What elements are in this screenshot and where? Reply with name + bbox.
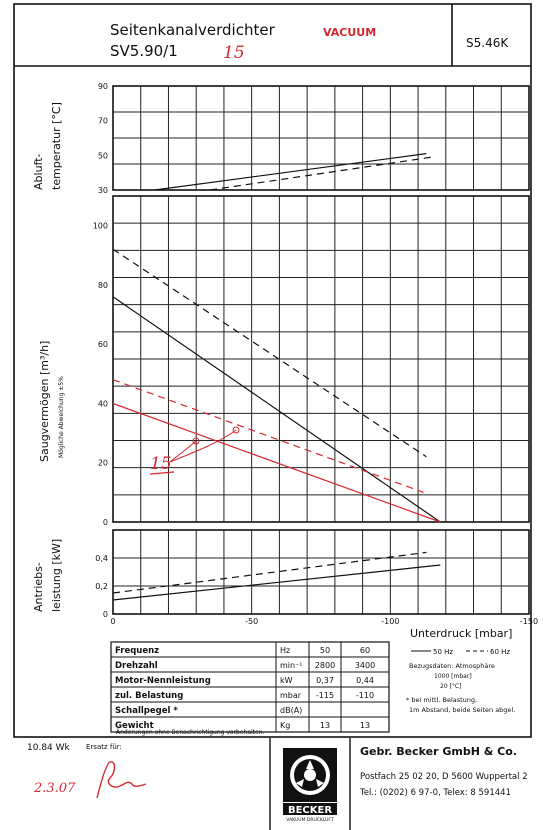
- series-line-1-1: [112, 248, 427, 458]
- ylabel-flow-sub: Mögliche Abweichung ±5%: [58, 376, 65, 458]
- ersatz-label: Ersatz für:: [86, 743, 122, 751]
- table-value-60hz: 0,44: [356, 676, 374, 685]
- doc-id: 10.84 Wk: [27, 743, 71, 753]
- company-phone: Tel.: (0202) 6 97-0, Telex: 8 591441: [359, 788, 511, 798]
- handwritten-date: 2.3.07: [33, 781, 76, 796]
- ytick-label: 0,4: [95, 554, 108, 563]
- ytick-label: 90: [98, 82, 108, 91]
- xtick-label: -50: [245, 617, 258, 626]
- table-label: Schallpegel *: [115, 706, 178, 716]
- xtick-label: 0: [110, 617, 115, 626]
- ytick-label: 30: [98, 186, 108, 195]
- table-label: Frequenz: [115, 646, 159, 656]
- red-annotation: 15: [149, 426, 240, 475]
- series-line-0-0: [154, 153, 427, 191]
- annotation-label: 15: [150, 454, 172, 474]
- xlabel: Unterdruck [mbar]: [410, 627, 512, 640]
- table-value-50hz: 13: [320, 721, 330, 730]
- legend-60hz: 60 Hz: [490, 648, 510, 656]
- note-l1: * bei mittl. Belastung,: [406, 696, 477, 704]
- bezug-l1: 1000 [mbar]: [434, 673, 472, 680]
- table-label: zul. Belastung: [115, 691, 183, 701]
- table-unit: kW: [280, 676, 293, 685]
- series-line-1-2: [112, 402, 441, 523]
- table-value-50hz: 2800: [315, 661, 335, 670]
- xtick-label: -100: [381, 617, 399, 626]
- bezug-title: Bezugsdaten: Atmosphäre: [409, 662, 495, 670]
- table-value-50hz: 50: [320, 646, 330, 655]
- table-value-60hz: 3400: [355, 661, 375, 670]
- table-label: Gewicht: [115, 721, 154, 731]
- ytick-label: 50: [98, 151, 108, 160]
- signature: [96, 761, 147, 799]
- ylabel-flow: Saugvermögen [m³/h]: [38, 341, 51, 462]
- chart-frame-2: [112, 529, 530, 615]
- spec-table: Frequenz Hz 50 60 Drehzahl min⁻¹ 2800 3400 Motor…: [110, 641, 390, 733]
- company-address: Postfach 25 02 20, D 5600 Wuppertal 2: [360, 772, 528, 782]
- table-value-50hz: 0,37: [316, 676, 334, 685]
- ylabel-temp-2: temperatur [°C]: [50, 102, 63, 190]
- doc-code: S5.46K: [466, 36, 509, 50]
- note-l2: 1m Abstand, beide Seiten abgel.: [409, 706, 515, 714]
- logo-sub: VAKUUM DRUCKLUFT: [286, 817, 334, 823]
- ylabel-power-1: Antriebs-: [32, 562, 45, 612]
- outer-frame: [13, 3, 532, 738]
- ytick-label: 0,2: [95, 582, 108, 591]
- table-label: Motor-Nennleistung: [115, 676, 211, 686]
- ytick-label: 20: [98, 459, 108, 468]
- title-line1: Seitenkanalverdichter: [110, 21, 276, 39]
- table-unit: Hz: [280, 646, 290, 655]
- ytick-label: 70: [98, 117, 108, 126]
- ytick-label: 0: [103, 518, 108, 527]
- table-value-60hz: 13: [360, 721, 370, 730]
- xtick-label: -150: [520, 617, 538, 626]
- series-line-1-3: [112, 379, 424, 493]
- series-line-2-1: [112, 551, 427, 594]
- ytick-label: 60: [98, 340, 108, 349]
- table-value-50hz: -115: [316, 691, 334, 700]
- ylabel-temp-1: Abluft-: [32, 153, 45, 190]
- ytick-label: 100: [93, 222, 108, 231]
- becker-logo: BECKER VAKUUM DRUCKLUFT: [283, 748, 337, 823]
- table-unit: Kg: [280, 721, 290, 730]
- ylabel-power-2: leistung [kW]: [50, 539, 63, 612]
- bezug-l2: 20 [°C]: [440, 683, 461, 690]
- legend-50hz: 50 Hz: [433, 648, 453, 656]
- company-name: Gebr. Becker GmbH & Co.: [360, 745, 517, 758]
- series-line-0-1: [210, 156, 432, 191]
- ytick-label: 40: [98, 399, 108, 408]
- table-unit: dB(A): [280, 706, 302, 715]
- series-line-1-0: [112, 296, 441, 523]
- table-unit: mbar: [280, 691, 302, 700]
- logo-text: BECKER: [288, 805, 332, 816]
- vacuum-label: VACUUM: [323, 26, 376, 39]
- title-line2: SV5.90/1: [110, 42, 178, 60]
- table-unit: min⁻¹: [280, 661, 303, 670]
- table-value-60hz: 60: [360, 646, 370, 655]
- ytick-label: 0: [103, 610, 108, 619]
- table-value-60hz: -110: [356, 691, 374, 700]
- ytick-label: 80: [98, 281, 108, 290]
- series-line-2-0: [112, 564, 441, 601]
- handwritten-note: 15: [223, 43, 245, 63]
- table-label: Drehzahl: [115, 661, 158, 671]
- table-footnote: Änderungen ohne Benachrichtigung vorbeha…: [116, 729, 265, 736]
